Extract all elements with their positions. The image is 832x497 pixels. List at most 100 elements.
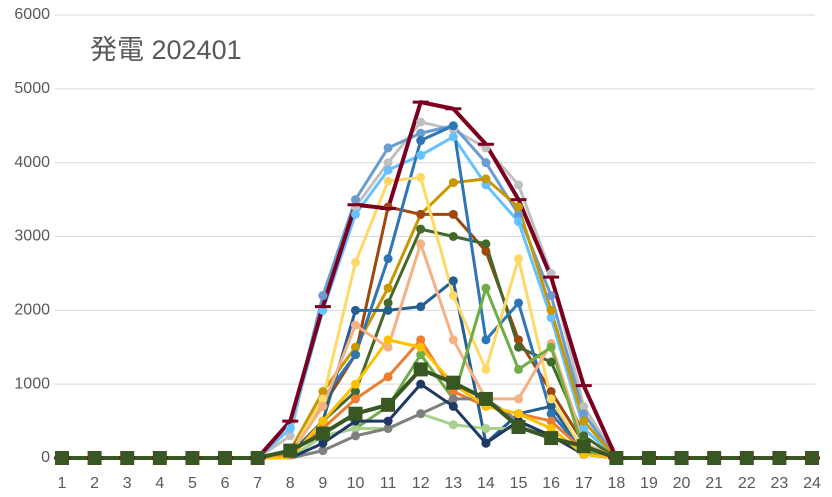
marker	[383, 165, 393, 175]
marker	[283, 443, 298, 458]
marker	[416, 150, 426, 160]
y-tick-label: 3000	[14, 228, 50, 245]
marker	[448, 121, 458, 131]
marker	[448, 420, 458, 430]
series-line	[62, 338, 812, 460]
marker	[383, 283, 393, 293]
x-tick-label: 21	[705, 475, 723, 492]
x-tick-label: 17	[575, 475, 593, 492]
marker	[383, 305, 393, 315]
series-line	[62, 412, 812, 460]
marker	[546, 291, 556, 301]
marker	[514, 254, 524, 264]
y-tick-label: 5000	[14, 80, 50, 97]
marker	[383, 423, 393, 433]
x-tick-label: 6	[221, 475, 230, 492]
marker	[546, 313, 556, 323]
x-tick-label: 22	[738, 475, 756, 492]
marker	[448, 335, 458, 345]
marker	[448, 232, 458, 241]
marker	[514, 364, 524, 374]
marker	[350, 305, 360, 315]
marker	[546, 387, 556, 397]
marker	[514, 202, 524, 212]
marker	[514, 394, 524, 404]
marker	[383, 416, 393, 426]
series-line	[62, 279, 812, 460]
x-tick-label: 3	[123, 475, 132, 492]
marker	[546, 409, 556, 419]
marker	[511, 419, 526, 434]
marker	[383, 158, 393, 168]
marker	[87, 451, 102, 465]
marker	[514, 409, 524, 419]
series-line	[62, 175, 812, 460]
marker	[285, 423, 295, 433]
marker	[478, 391, 493, 406]
series-line	[62, 100, 812, 460]
marker	[315, 426, 330, 441]
marker	[707, 451, 722, 465]
marker	[250, 451, 265, 465]
marker	[448, 291, 458, 301]
x-tick-label: 18	[607, 475, 625, 492]
marker	[609, 451, 624, 465]
marker	[481, 174, 491, 184]
x-tick-label: 5	[188, 475, 197, 492]
marker	[350, 342, 360, 352]
marker	[318, 416, 328, 426]
marker	[579, 431, 589, 441]
marker	[481, 335, 491, 345]
x-tick-label: 9	[318, 475, 327, 492]
x-tick-label: 13	[444, 475, 462, 492]
marker	[576, 439, 591, 454]
marker	[383, 372, 393, 382]
x-tick-label: 10	[347, 475, 365, 492]
marker	[544, 431, 559, 446]
marker	[514, 209, 524, 219]
marker	[674, 451, 689, 465]
marker	[481, 283, 491, 293]
x-tick-label: 15	[510, 475, 528, 492]
series-line	[62, 227, 812, 460]
y-tick-label: 4000	[14, 154, 50, 171]
marker	[416, 409, 426, 419]
marker	[413, 362, 428, 377]
marker	[350, 431, 360, 441]
marker	[546, 305, 556, 315]
y-tick-label: 6000	[14, 6, 50, 23]
marker	[318, 438, 328, 448]
marker	[446, 375, 461, 390]
marker	[383, 176, 393, 186]
marker	[546, 342, 556, 352]
marker	[579, 401, 589, 411]
marker	[416, 335, 426, 345]
x-tick-label: 16	[542, 475, 560, 492]
x-tick-label: 8	[286, 475, 295, 492]
marker	[546, 401, 556, 411]
marker	[416, 128, 426, 138]
x-tick-label: 11	[380, 475, 397, 492]
marker	[218, 451, 233, 465]
marker	[55, 451, 69, 465]
marker	[448, 209, 458, 219]
x-tick-label: 12	[412, 475, 430, 492]
marker	[448, 394, 458, 404]
marker	[579, 409, 589, 419]
marker	[383, 342, 393, 352]
x-tick-label: 14	[477, 475, 495, 492]
series-line	[62, 397, 812, 460]
marker	[350, 195, 360, 205]
marker	[579, 423, 589, 433]
marker	[416, 302, 426, 312]
marker	[514, 180, 524, 190]
series-line	[62, 177, 812, 460]
marker	[514, 298, 524, 308]
marker	[448, 401, 458, 411]
x-tick-label: 7	[253, 475, 262, 492]
x-tick-label: 2	[90, 475, 99, 492]
marker	[318, 387, 328, 397]
marker	[285, 431, 295, 441]
marker	[448, 276, 458, 286]
marker	[514, 217, 524, 227]
